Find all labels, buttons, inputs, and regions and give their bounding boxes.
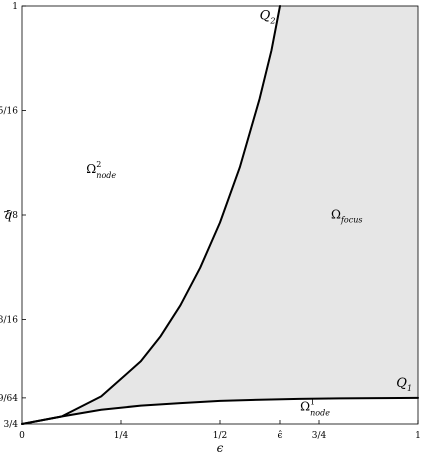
curve-label: Q1: [396, 376, 412, 393]
x-tick-label: ϵ̂: [277, 430, 282, 441]
region-label-sup: 1: [310, 398, 315, 407]
curve-label-sub: 1: [407, 384, 412, 393]
region-label: Ω2 node: [86, 160, 116, 180]
focus-region-fill: [22, 6, 418, 424]
region-label-sub: node: [310, 409, 330, 418]
y-tick-label: 49/64: [0, 394, 18, 404]
curve-q2: [21, 5, 281, 425]
x-tick-label: 1/2: [213, 431, 227, 441]
region-label-main: Ω: [300, 400, 310, 414]
curve-q1: [21, 396, 419, 425]
x-tick-label: 0: [19, 431, 25, 441]
region-label-main: Ω: [331, 207, 341, 221]
region-label-sup: 2: [96, 160, 101, 169]
ticks-layer: 0 1/4 1/2 ϵ̂ 3/4 1 3/4 49/64 13/16 7/8 15/16 1: [0, 2, 421, 441]
x-axis-label: ϵ: [217, 441, 224, 455]
y-tick-label: 15/16: [0, 107, 18, 117]
region-label: Ω1 node: [300, 398, 330, 418]
y-tick-label: 3/4: [4, 420, 19, 430]
region-label: Ωfocus: [331, 207, 362, 224]
x-tick-label: 3/4: [312, 431, 327, 441]
regions-layer: [22, 6, 418, 424]
curves-layer: [21, 5, 419, 425]
x-tick-label: 1: [415, 431, 421, 441]
curve-label-main: Q: [396, 376, 407, 391]
curve-label: Q2: [260, 8, 276, 25]
region-label-sub: node: [96, 171, 116, 180]
curve-label-main: Q: [260, 8, 271, 23]
y-tick-label: 1: [12, 2, 18, 12]
curve-label-sub: 2: [269, 16, 275, 25]
y-axis-label: q̄: [4, 208, 12, 222]
y-tick-label: 7/8: [4, 211, 19, 221]
x-tick-label: 1/4: [114, 431, 129, 441]
region-label-main: Ω: [86, 162, 96, 176]
region-label-sub: focus: [340, 215, 363, 224]
y-tick-label: 13/16: [0, 316, 18, 326]
